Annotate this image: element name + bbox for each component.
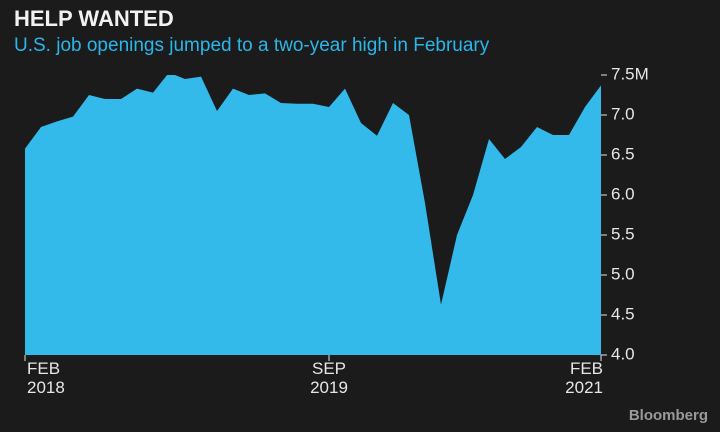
source: Bloomberg	[629, 407, 708, 424]
y-tick-label: 6.0	[611, 184, 635, 203]
x-tick-label: FEB 2018	[27, 359, 65, 397]
chart-title: HELP WANTED	[14, 6, 174, 31]
y-tick-label: 7.0	[611, 104, 635, 123]
chart-subtitle: U.S. job openings jumped to a two-year h…	[14, 35, 490, 56]
y-tick-label: 5.5	[611, 224, 635, 243]
y-tick-label: 7.5M	[611, 64, 649, 83]
y-tick-label: 6.5	[611, 144, 635, 163]
y-tick-label: 4.0	[611, 344, 635, 363]
x-tick-label: SEP 2019	[310, 359, 348, 397]
y-tick-label: 5.0	[611, 264, 635, 283]
x-tick-label: FEB 2021	[565, 359, 603, 397]
area	[25, 75, 601, 355]
y-tick-label: 4.5	[611, 304, 635, 323]
